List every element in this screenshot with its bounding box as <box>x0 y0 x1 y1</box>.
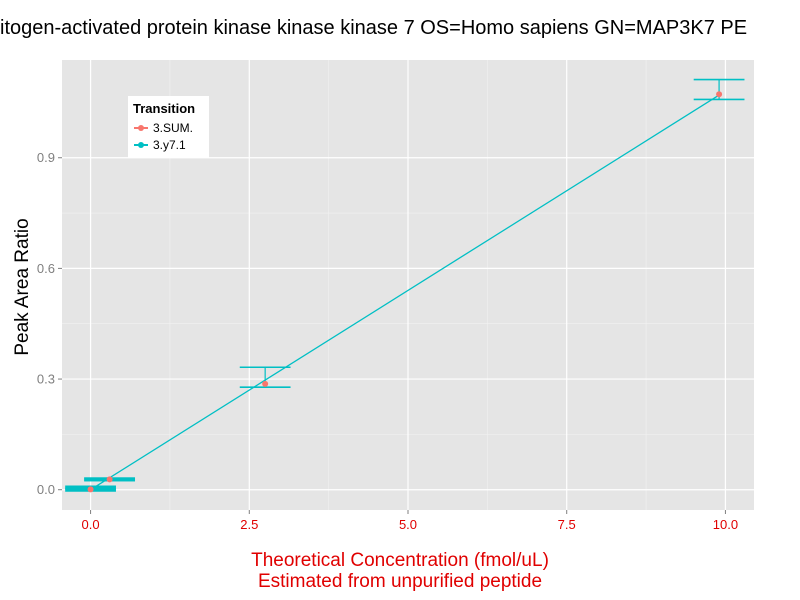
legend-title: Transition <box>133 101 196 116</box>
y-tick-label: 0.3 <box>37 372 55 387</box>
y-tick-label: 0.0 <box>37 482 55 497</box>
x-axis-label-line2: Estimated from unpurified peptide <box>257 571 543 592</box>
chart-title: itogen-activated protein kinase kinase k… <box>0 17 748 39</box>
x-tick-label: 7.5 <box>558 517 576 532</box>
legend-key-3-sum <box>133 120 149 136</box>
x-tick-label: 0.0 <box>82 517 100 532</box>
x-tick-label: 10.0 <box>713 517 738 532</box>
legend: Transition 3.SUM. 3.y7.1 <box>128 96 209 158</box>
data-point-3-sum <box>716 91 723 98</box>
legend-label: 3.SUM. <box>153 121 194 135</box>
legend-key-3-y7-1 <box>133 137 149 153</box>
x-axis-label: Theoretical Concentration (fmol/uL) <box>251 550 549 571</box>
y-axis-label: Peak Area Ratio <box>12 218 33 356</box>
x-tick-label: 5.0 <box>399 517 417 532</box>
tick-labels: 0.0 2.5 5.0 7.5 10.0 0.0 0.3 0.6 0.9 <box>37 150 738 532</box>
axis-ticks <box>58 157 726 514</box>
x-tick-label: 2.5 <box>240 517 258 532</box>
data-point-3-sum <box>262 380 269 387</box>
data-point-3-sum <box>106 476 113 483</box>
series-layer <box>65 78 745 493</box>
y-tick-label: 0.9 <box>37 150 55 165</box>
legend-label: 3.y7.1 <box>153 138 186 152</box>
series-line-3-y7-1 <box>90 94 720 491</box>
data-point-3-sum <box>87 486 94 493</box>
y-tick-label: 0.6 <box>37 261 55 276</box>
